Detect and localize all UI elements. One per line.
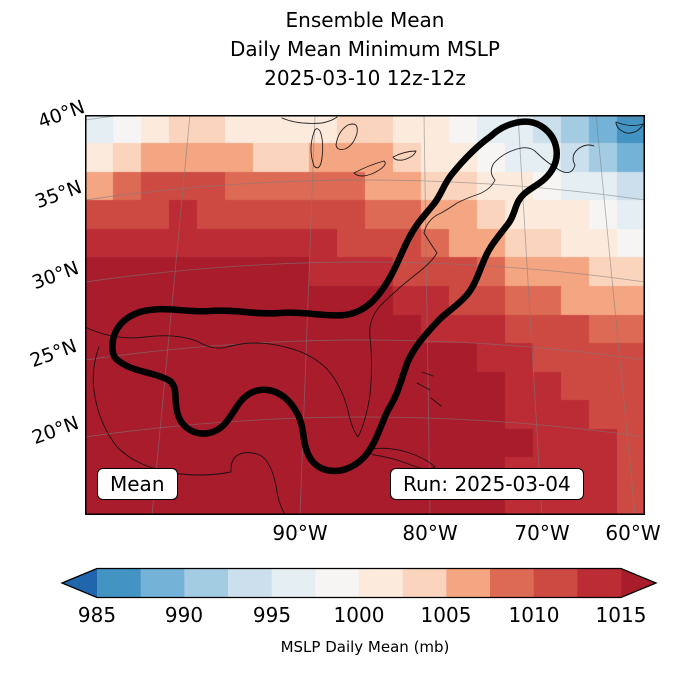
colorbar-segment xyxy=(315,568,360,598)
coastline-mexico-yucatan xyxy=(92,346,285,514)
map-axes: Mean Run: 2025-03-04 xyxy=(85,115,645,515)
colorbar-segment xyxy=(228,568,273,598)
coastline-cuba xyxy=(368,447,436,470)
map-frame xyxy=(85,115,645,515)
bahamas-islands xyxy=(416,371,442,407)
colorbar-segment xyxy=(402,568,447,598)
colorbar xyxy=(60,567,658,599)
lon-gridline-100w xyxy=(151,115,191,515)
mslp-field-canvas xyxy=(85,115,645,515)
map-overlay xyxy=(85,115,645,515)
coastline-east-gulf xyxy=(85,144,595,438)
lat-gridline-30n xyxy=(85,261,645,283)
lat-tick-label-40n: 40°N xyxy=(35,96,88,134)
colorbar-segment xyxy=(140,568,185,598)
cb-tick-985: 985 xyxy=(77,603,117,627)
lon-tick-label-80w: 80°W xyxy=(402,521,458,545)
lat-gridline-35n xyxy=(85,179,645,201)
lake-superior xyxy=(281,116,338,124)
lon-tick-label-70w: 70°W xyxy=(514,521,570,545)
colorbar-outline xyxy=(60,567,658,599)
colorbar-over-arrow xyxy=(621,568,656,598)
colorbar-segment xyxy=(490,568,535,598)
colorbar-segment xyxy=(271,568,316,598)
colorbar-under-arrow xyxy=(62,568,97,598)
lon-gridline-70w xyxy=(517,115,543,515)
lat-tick-label-25n: 25°N xyxy=(27,335,80,373)
colorbar-segments xyxy=(97,568,622,598)
chart-title: Ensemble Mean Daily Mean Minimum MSLP 20… xyxy=(85,6,645,93)
colorbar-segment xyxy=(359,568,404,598)
cb-tick-1000: 1000 xyxy=(333,603,385,627)
lake-erie xyxy=(353,160,386,177)
title-line-2: Daily Mean Minimum MSLP xyxy=(229,37,500,61)
cb-tick-995: 995 xyxy=(252,603,292,627)
lake-michigan xyxy=(310,128,324,169)
run-label: Run: 2025-03-04 xyxy=(403,472,571,496)
colorbar-segment xyxy=(184,568,229,598)
lon-tick-label-90w: 90°W xyxy=(272,521,328,545)
mean-label: Mean xyxy=(110,472,165,496)
coastline-newfoundland xyxy=(615,121,644,134)
lat-gridline-25n xyxy=(85,339,645,361)
coastlines xyxy=(85,116,644,514)
run-label-box: Run: 2025-03-04 xyxy=(390,468,584,500)
lon-gridline-60w xyxy=(595,115,636,515)
lon-tick-label-60w: 60°W xyxy=(605,521,661,545)
mean-label-box: Mean xyxy=(97,468,178,500)
lon-gridline-80w xyxy=(423,115,431,515)
cb-tick-990: 990 xyxy=(164,603,204,627)
colorbar-axis-label: MSLP Daily Mean (mb) xyxy=(280,638,450,656)
lat-tick-label-20n: 20°N xyxy=(29,412,82,450)
colorbar-segment xyxy=(577,568,622,598)
lake-ontario xyxy=(392,150,417,161)
cb-tick-1015: 1015 xyxy=(595,603,647,627)
colorbar-segment xyxy=(533,568,578,598)
lat-tick-label-30n: 30°N xyxy=(29,257,82,295)
ensemble-mean-contour xyxy=(109,118,560,475)
colorbar-segment xyxy=(97,568,142,598)
colorbar-tick-labels: 985 990 995 1000 1005 1010 1015 xyxy=(60,603,658,629)
title-line-3: 2025-03-10 12z-12z xyxy=(264,66,466,90)
cb-tick-1010: 1010 xyxy=(508,603,560,627)
colorbar-segment xyxy=(446,568,491,598)
lat-tick-label-35n: 35°N xyxy=(32,176,85,214)
cb-tick-1005: 1005 xyxy=(420,603,472,627)
lake-huron xyxy=(335,123,358,150)
title-line-1: Ensemble Mean xyxy=(285,8,445,32)
